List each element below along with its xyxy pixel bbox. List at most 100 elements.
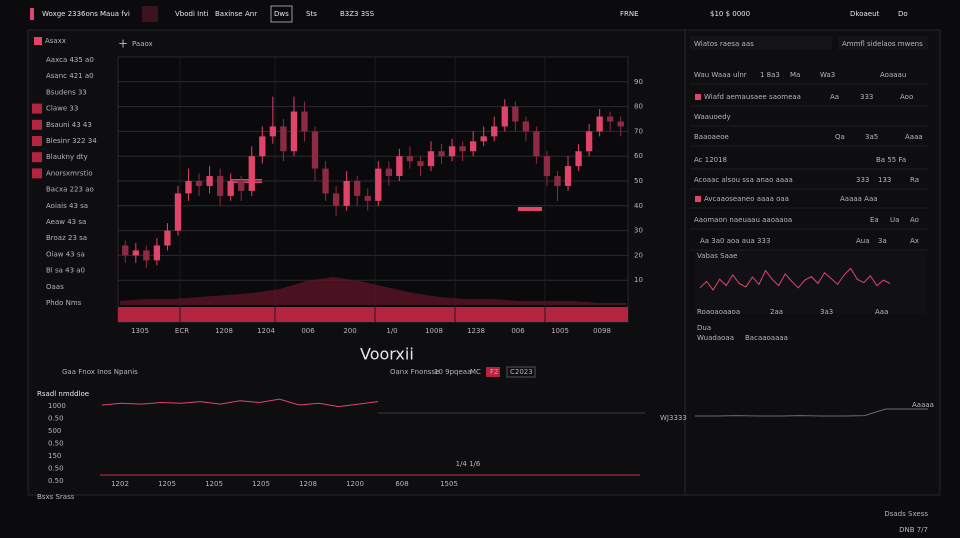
lower-y-label: 0.50 bbox=[48, 477, 64, 485]
candle-body bbox=[132, 250, 139, 256]
candle-body bbox=[216, 176, 224, 196]
sidebar-item: Asanc 421 a0 bbox=[46, 72, 94, 80]
row-cell: Baaoaeoe bbox=[694, 133, 729, 141]
candle-body bbox=[238, 181, 245, 191]
y-tick-label: 50 bbox=[634, 177, 643, 185]
row-cell: Ma bbox=[790, 71, 800, 79]
row-cell: 133 bbox=[878, 176, 891, 184]
lower-x-label: 608 bbox=[395, 480, 408, 488]
candle-body bbox=[164, 230, 171, 246]
row-cell: Ba 55 Fa bbox=[876, 156, 906, 164]
icon bbox=[32, 152, 42, 163]
lower-y-label: 0.50 bbox=[48, 465, 64, 473]
y-tick-label: 90 bbox=[634, 78, 643, 86]
candle-body bbox=[585, 131, 593, 152]
candle-body bbox=[617, 121, 624, 127]
x-tick-label: 006 bbox=[301, 327, 315, 335]
candle-body bbox=[227, 181, 234, 196]
candle-body bbox=[596, 116, 603, 132]
icon bbox=[34, 37, 42, 45]
x-tick-label: 1208 bbox=[215, 327, 233, 335]
nav-tile bbox=[142, 6, 158, 22]
y-tick-label: 60 bbox=[634, 152, 643, 160]
candle-body bbox=[280, 126, 287, 152]
candle-body bbox=[575, 151, 582, 167]
candle-body bbox=[248, 156, 255, 191]
bottom-label: Aaaaa bbox=[912, 401, 934, 409]
sidebar-item: Bacxa 223 ao bbox=[46, 186, 94, 194]
sidebar-item: Aaxca 435 a0 bbox=[46, 56, 94, 64]
row-cell: Ra bbox=[910, 176, 919, 184]
control-tile bbox=[486, 367, 500, 377]
candle-body bbox=[174, 193, 182, 231]
marker bbox=[518, 207, 542, 211]
tab-label: Wiatos raesa aas bbox=[694, 40, 754, 48]
tab bbox=[690, 36, 832, 50]
candle-body bbox=[354, 181, 361, 196]
chart-band bbox=[118, 307, 628, 322]
nav-item: Sts bbox=[306, 10, 317, 18]
sidebar-item: Broaz 23 sa bbox=[46, 234, 87, 242]
candle-body bbox=[607, 116, 614, 122]
x-tick-label: 1305 bbox=[131, 327, 149, 335]
row-cell: Acoaac alsou ssa anao aaaa bbox=[694, 176, 793, 184]
lower-x-label: 1202 bbox=[111, 480, 129, 488]
control: 10 9pqeaa bbox=[434, 368, 471, 376]
x-tick-label: 200 bbox=[343, 327, 356, 335]
lower-x-label: 1205 bbox=[158, 480, 176, 488]
lower-x-label: 1205 bbox=[252, 480, 270, 488]
candle-body bbox=[533, 131, 540, 157]
row-cell: Wau Waaa ulnr bbox=[694, 71, 747, 79]
candle-body bbox=[501, 106, 508, 127]
nav-item: Baxinse bbox=[215, 10, 243, 18]
sidebar-item: Bl sa 43 a0 bbox=[46, 267, 85, 275]
row-cell: 3a bbox=[878, 237, 887, 245]
candle-body bbox=[153, 245, 161, 261]
row-icon bbox=[695, 94, 701, 100]
candle-body bbox=[301, 111, 308, 132]
x-tick-label: 1005 bbox=[551, 327, 569, 335]
candle-body bbox=[554, 176, 561, 186]
control: MC bbox=[470, 368, 481, 376]
candle-body bbox=[375, 168, 382, 201]
control: Gaa Fnox Inos Npanis bbox=[62, 368, 138, 376]
row-cell: Ua bbox=[890, 216, 899, 224]
candle-body bbox=[396, 156, 403, 177]
nav-right: Dkoaeut bbox=[850, 10, 880, 18]
candle-body bbox=[417, 161, 424, 167]
sidebar-item: Blesinr 322 34 bbox=[46, 137, 97, 145]
control: C2023 bbox=[510, 368, 533, 376]
candle-body bbox=[469, 141, 477, 152]
candle-body bbox=[343, 181, 350, 206]
row-cell: 333 bbox=[860, 93, 873, 101]
sidebar-item: Clawe 33 bbox=[46, 105, 78, 113]
candle-body bbox=[269, 126, 277, 137]
logo-icon bbox=[30, 8, 34, 20]
candle-body bbox=[522, 121, 530, 132]
footer-right: DNB 7/7 bbox=[899, 526, 928, 534]
center-title: Voorxii bbox=[360, 345, 414, 364]
bottom-line bbox=[695, 408, 928, 417]
candle-body bbox=[480, 136, 487, 142]
footer-row: 2aa bbox=[770, 308, 783, 316]
x-tick-label: 1008 bbox=[425, 327, 443, 335]
x-tick-label: 006 bbox=[511, 327, 525, 335]
candle-body bbox=[143, 250, 150, 261]
row-cell: 3a5 bbox=[865, 133, 878, 141]
lower-y-label: 1000 bbox=[48, 402, 66, 410]
row-cell: Aaomaon naeuaau aaoaaoa bbox=[694, 216, 792, 224]
footer-row: Dua bbox=[697, 324, 711, 332]
footer-row: Roaoaoaaoa bbox=[697, 308, 740, 316]
candle-body bbox=[311, 131, 319, 169]
candle-body bbox=[290, 111, 298, 152]
sidebar-item: Anorsxmrstio bbox=[46, 169, 93, 177]
sidebar-item: Bsudens 33 bbox=[46, 88, 87, 96]
row-cell: Aaaaa Aaa bbox=[840, 195, 878, 203]
row-cell: Aaaa bbox=[905, 133, 923, 141]
row-cell: Avcaaoseaneo aaaa oaa bbox=[704, 195, 789, 203]
candle-body bbox=[459, 146, 466, 152]
footer-row: Bacaaoaaaa bbox=[745, 334, 788, 342]
candle-body bbox=[322, 168, 329, 194]
icon bbox=[32, 103, 42, 114]
